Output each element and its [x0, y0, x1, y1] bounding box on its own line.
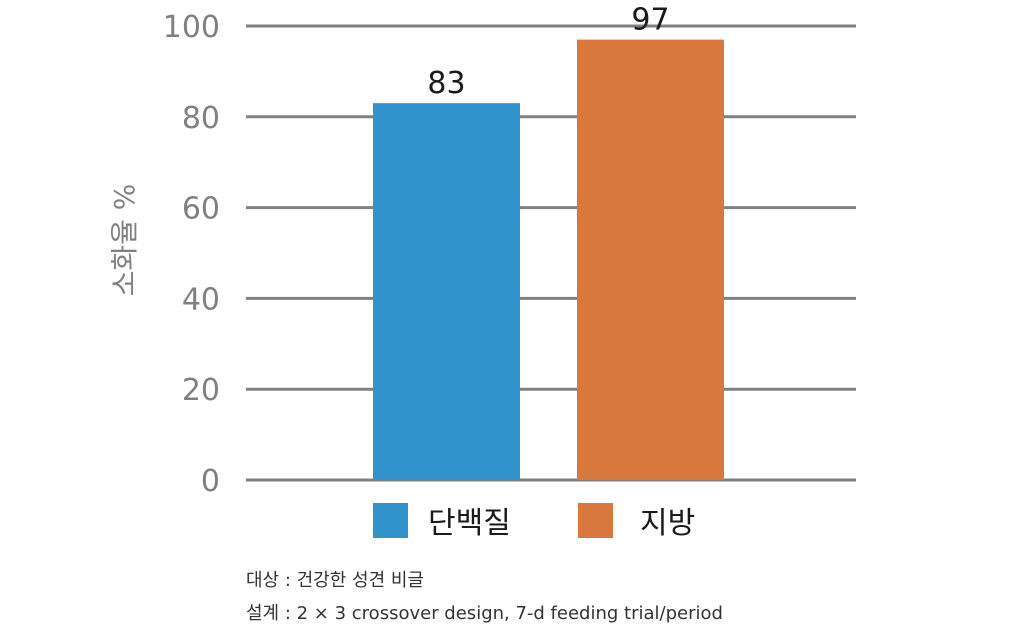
y-axis-ticks: 0 20 40 60 80 100	[163, 10, 220, 499]
note-subject: 대상 : 건강한 성견 비글	[246, 570, 424, 591]
data-labels: 83 97	[427, 3, 669, 102]
legend-swatch-2	[578, 503, 613, 538]
chart-notes: 대상 : 건강한 성견 비글 설계 : 2 × 3 crossover desi…	[246, 564, 723, 630]
gridlines	[246, 24, 856, 482]
legend: 단백질 지방	[373, 503, 695, 541]
data-label-1: 83	[427, 66, 465, 101]
legend-label-2: 지방	[640, 506, 695, 541]
y-tick-label-40: 40	[182, 282, 220, 317]
legend-swatch-1	[373, 503, 408, 538]
y-tick-label-80: 80	[182, 101, 220, 136]
bars	[373, 39, 724, 481]
y-axis-label: 소화율 %	[108, 184, 141, 297]
y-tick-label-100: 100	[163, 10, 220, 45]
y-tick-label-20: 20	[182, 373, 220, 408]
y-tick-label-0: 0	[201, 464, 220, 499]
note-design: 설계 : 2 × 3 crossover design, 7-d feeding…	[246, 603, 723, 624]
legend-label-1: 단백질	[428, 506, 511, 541]
data-label-2: 97	[631, 3, 669, 38]
bar-2	[577, 39, 724, 481]
bar-1	[373, 103, 520, 481]
bar-chart: 0 20 40 60 80 100 소화율 % 83 97 단백질 지방	[108, 3, 856, 541]
y-tick-label-60: 60	[182, 192, 220, 227]
